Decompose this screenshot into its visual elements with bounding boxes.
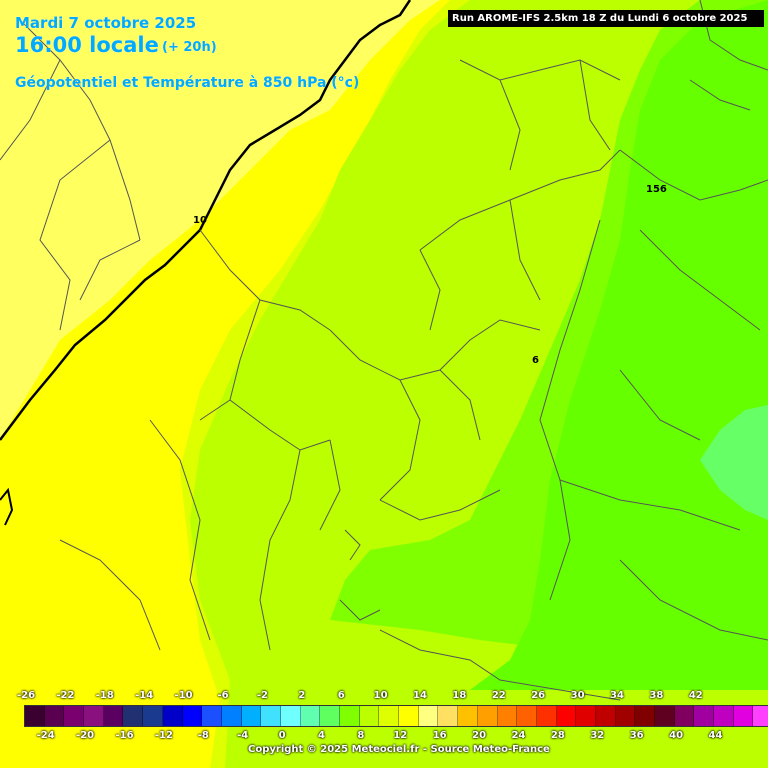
scale-cell [655, 706, 675, 726]
contour-label-10: 10 [193, 215, 207, 226]
scale-cell [694, 706, 715, 726]
scale-cell [674, 706, 695, 726]
scale-cell [84, 706, 104, 726]
scale-bottom-tick: 4 [318, 730, 325, 741]
scale-cell [123, 706, 144, 726]
scale-bottom-tick: -8 [197, 730, 209, 741]
scale-cell [399, 706, 419, 726]
scale-cell [261, 706, 281, 726]
temperature-color-scale: -26 -22 -18 -14 -10 -6 -2 2 6 10 14 18 22 26 30 34 38 42 … [0, 688, 768, 768]
scale-cell [556, 706, 577, 726]
scale-bottom-tick: -12 [154, 730, 173, 741]
model-run-info: Run AROME-IFS 2.5km 18 Z du Lundi 6 octo… [448, 10, 764, 27]
scale-bottom-tick: 28 [550, 730, 565, 741]
scale-cell [477, 706, 498, 726]
contour-label-6: 6 [532, 355, 539, 366]
scale-cell [340, 706, 360, 726]
scale-cell [25, 706, 45, 726]
scale-top-tick: -14 [135, 690, 154, 701]
scale-cell [714, 706, 734, 726]
scale-top-tick: 14 [413, 690, 427, 701]
scale-bottom-tick: 32 [590, 730, 605, 741]
scale-top-tick: 42 [688, 690, 703, 701]
zone-mint [700, 405, 768, 520]
parameter-title: Géopotentiel et Température à 850 hPa (°… [15, 75, 360, 91]
scale-cell [418, 706, 439, 726]
scale-cell [733, 706, 754, 726]
scale-top-tick: -18 [95, 690, 114, 701]
scale-top-tick: 2 [298, 690, 306, 701]
forecast-date: Mardi 7 octobre 2025 [15, 14, 197, 32]
scale-bottom-tick: 24 [511, 730, 526, 741]
scale-bottom-tick: -4 [237, 730, 249, 741]
scale-top-tick: -2 [256, 690, 268, 701]
scale-cell [458, 706, 478, 726]
scale-bottom-tick: 16 [432, 730, 447, 741]
scale-top-tick: -22 [56, 690, 75, 701]
scale-bottom-tick: 8 [357, 730, 365, 741]
scale-cell [280, 706, 301, 726]
scale-cell [379, 706, 400, 726]
scale-bottom-tick: -20 [76, 730, 95, 741]
forecast-time: 16:00 locale [15, 33, 159, 57]
scale-bottom-tick: -16 [115, 730, 134, 741]
scale-cell [753, 706, 768, 726]
scale-cell [517, 706, 537, 726]
country-border-thick [0, 0, 412, 441]
scale-cell [202, 706, 222, 726]
scale-bottom-tick: 36 [629, 730, 644, 741]
scale-cell [241, 706, 262, 726]
scale-cell [221, 706, 242, 726]
coast-border-thick [0, 487, 14, 526]
scale-top-tick: -6 [217, 690, 229, 701]
copyright-text: Copyright © 2025 Meteociel.fr - Source M… [248, 744, 550, 755]
scale-cell [359, 706, 380, 726]
scale-cell [497, 706, 518, 726]
scale-cell [182, 706, 203, 726]
scale-cell [635, 706, 655, 726]
scale-top-tick: 22 [491, 690, 506, 701]
zone-bright-green [470, 0, 768, 690]
scale-top-tick: 38 [649, 690, 664, 701]
scale-cell [576, 706, 596, 726]
scale-cell [64, 706, 85, 726]
scale-bottom-tick: -24 [36, 730, 55, 741]
scale-cell [615, 706, 636, 726]
region-borders [0, 0, 768, 701]
scale-cell [595, 706, 616, 726]
scale-bottom-tick: 20 [472, 730, 487, 741]
scale-cell [44, 706, 65, 726]
scale-top-tick: 10 [373, 690, 388, 701]
scale-cell [300, 706, 321, 726]
scale-bottom-tick: 44 [708, 730, 723, 741]
scale-cell [438, 706, 459, 726]
scale-top-tick: -10 [174, 690, 193, 701]
scale-bottom-tick: 12 [393, 730, 408, 741]
scale-top-tick: -26 [16, 690, 36, 701]
scale-cell [103, 706, 124, 726]
scale-color-cells [24, 705, 768, 727]
scale-top-tick: 6 [337, 690, 345, 701]
scale-cell [536, 706, 557, 726]
scale-top-tick: 18 [452, 690, 467, 701]
scale-cell [143, 706, 163, 726]
scale-cell [320, 706, 340, 726]
forecast-lead-time: (+ 20h) [162, 40, 217, 55]
scale-bottom-tick: 40 [669, 730, 684, 741]
contour-label-156: 156 [646, 184, 667, 195]
scale-top-tick: 30 [570, 690, 585, 701]
scale-top-tick: 34 [610, 690, 624, 701]
scale-top-tick: 26 [531, 690, 546, 701]
scale-bottom-tick: 0 [278, 730, 286, 741]
scale-cell [162, 706, 183, 726]
